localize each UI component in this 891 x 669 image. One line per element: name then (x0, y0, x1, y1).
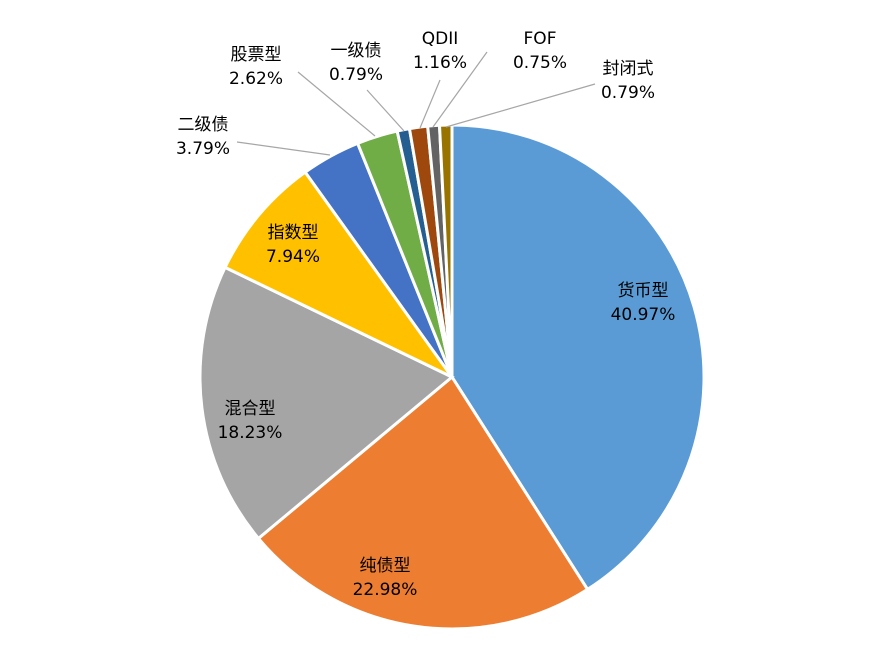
slice-name-label: 二级债 (178, 115, 229, 135)
slice-value-label: 18.23% (218, 423, 283, 443)
leader-line-7 (366, 89, 405, 132)
slice-value-label: 2.62% (229, 69, 283, 89)
slice-name-label: 货币型 (618, 281, 669, 301)
leader-lines-layer (236, 51, 596, 156)
slice-name-label: 股票型 (231, 45, 282, 65)
slices-layer (198, 123, 706, 631)
pie-slice-4 (223, 170, 454, 379)
leader-line-10 (445, 83, 596, 128)
data-label-10: 封闭式 0.79% (601, 59, 655, 103)
slice-value-label: 3.79% (176, 139, 230, 159)
data-label-9: FOF 0.75% (513, 29, 567, 73)
data-label-5: 二级债 3.79% (176, 115, 230, 159)
pie-slice-2 (256, 374, 590, 631)
slice-name-label: 混合型 (225, 399, 276, 419)
pie-slice-3 (198, 265, 455, 541)
slice-value-label: 7.94% (266, 247, 320, 267)
leader-line-8 (419, 79, 441, 129)
slice-value-label: 1.16% (413, 53, 467, 73)
data-label-6: 股票型 2.62% (229, 45, 283, 89)
slice-value-label: 40.97% (611, 305, 676, 325)
slice-value-label: 0.79% (601, 83, 655, 103)
slice-value-label: 0.79% (329, 65, 383, 85)
slice-name-label: 一级债 (331, 41, 382, 61)
data-label-3: 混合型 18.23% (218, 399, 283, 443)
data-label-2: 纯债型 22.98% (353, 556, 418, 600)
data-label-7: 一级债 0.79% (329, 41, 383, 85)
slice-name-label: 指数型 (268, 223, 319, 243)
slice-name-label: FOF (524, 29, 557, 49)
slice-value-label: 22.98% (353, 580, 418, 600)
labels-layer: 货币型 40.97% 纯债型 22.98% 混合型 18.23% 指数型 7.94% 二级债 3.… (176, 29, 675, 600)
slice-name-label: QDII (422, 29, 459, 49)
slice-name-label: 封闭式 (603, 59, 654, 79)
data-label-1: 货币型 40.97% (611, 281, 676, 325)
data-label-8: QDII 1.16% (413, 29, 467, 73)
leader-line-5 (236, 141, 331, 156)
data-label-4: 指数型 7.94% (266, 223, 320, 267)
slice-name-label: 纯债型 (360, 556, 411, 576)
leader-line-9 (432, 51, 488, 128)
leader-line-6 (297, 71, 376, 137)
slice-value-label: 0.75% (513, 53, 567, 73)
